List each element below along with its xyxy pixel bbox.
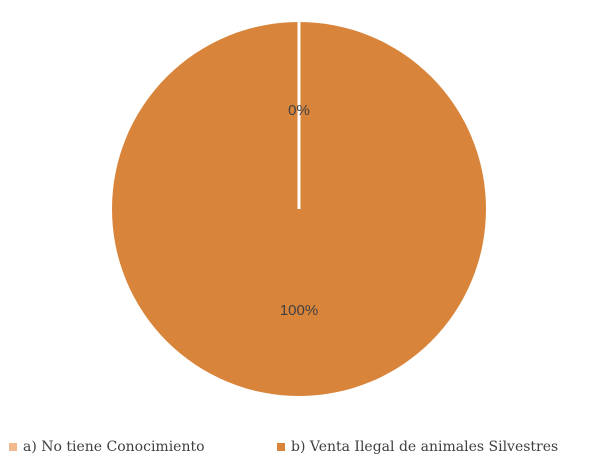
data-label-no-conocimiento: 0%: [288, 102, 310, 119]
pie-chart: 0% 100%: [112, 22, 486, 396]
legend-label-venta-ilegal: b) Venta Ilegal de animales Silvestres: [291, 439, 559, 455]
legend-swatch-no-conocimiento: [9, 443, 17, 451]
legend: a) No tiene Conocimiento b) Venta Ilegal…: [0, 436, 599, 460]
legend-item-venta-ilegal: b) Venta Ilegal de animales Silvestres: [277, 439, 558, 455]
data-label-venta-ilegal: 100%: [280, 302, 318, 319]
legend-label-no-conocimiento: a) No tiene Conocimiento: [23, 439, 205, 455]
legend-item-no-conocimiento: a) No tiene Conocimiento: [9, 439, 205, 455]
legend-swatch-venta-ilegal: [277, 443, 285, 451]
